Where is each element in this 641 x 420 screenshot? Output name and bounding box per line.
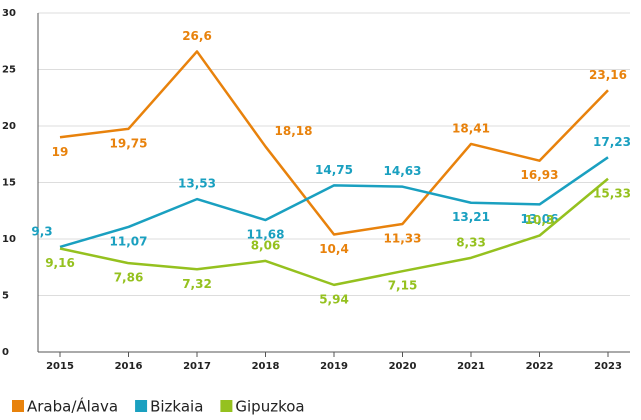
value-label: 14,63 — [384, 164, 422, 178]
x-tick-label: 2023 — [594, 361, 622, 372]
value-label: 8,06 — [251, 238, 281, 252]
value-label: 19 — [52, 145, 69, 159]
value-label: 15,33 — [593, 186, 631, 200]
x-tick-label: 2021 — [457, 361, 485, 372]
y-tick-label: 10 — [2, 234, 16, 245]
legend-swatch — [135, 400, 148, 412]
line — [59, 177, 609, 287]
line — [59, 156, 609, 249]
y-tick-label: 15 — [2, 178, 16, 189]
value-label: 11,33 — [384, 231, 422, 245]
value-label: 18,18 — [275, 124, 313, 138]
x-tick-label: 2016 — [115, 361, 143, 372]
x-tick-label: 2015 — [46, 361, 74, 372]
y-tick-label: 0 — [2, 347, 9, 358]
y-tick-label: 25 — [2, 65, 16, 76]
value-label: 5,94 — [319, 292, 349, 306]
y-tick-label: 5 — [2, 291, 9, 302]
x-tick-label: 2018 — [252, 361, 280, 372]
line — [59, 50, 609, 236]
value-label: 23,16 — [589, 68, 627, 82]
value-label: 17,23 — [593, 135, 631, 149]
y-tick-label: 30 — [2, 8, 16, 19]
value-label: 18,41 — [452, 121, 490, 135]
value-label: 13,06 — [521, 212, 559, 226]
value-label: 9,16 — [45, 256, 75, 270]
legend-label: Gipuzkoa — [235, 398, 304, 416]
value-label: 8,33 — [456, 235, 486, 249]
legend-label: Bizkaia — [150, 398, 203, 416]
x-tick-label: 2020 — [389, 361, 417, 372]
value-label: 11,68 — [247, 228, 285, 242]
legend-swatch — [12, 400, 24, 412]
legend-label: Araba/Álava — [27, 397, 118, 416]
y-tick-label: 20 — [2, 121, 16, 132]
value-label: 7,86 — [114, 271, 144, 285]
x-tick-label: 2017 — [183, 361, 211, 372]
value-label: 7,32 — [182, 277, 212, 291]
value-label: 9,3 — [31, 224, 52, 238]
value-label: 26,6 — [182, 29, 212, 43]
value-label: 10,4 — [319, 242, 349, 256]
value-label: 13,21 — [452, 210, 490, 224]
value-label: 19,75 — [110, 136, 148, 150]
x-tick-label: 2022 — [526, 361, 554, 372]
legend-swatch — [220, 400, 233, 412]
value-label: 11,07 — [110, 234, 148, 248]
value-label: 13,53 — [178, 177, 216, 191]
value-label: 14,75 — [315, 163, 353, 177]
value-label: 7,15 — [388, 279, 418, 293]
value-label: 16,93 — [521, 168, 559, 182]
value-label: 10,3 — [525, 213, 555, 227]
x-tick-label: 2019 — [320, 361, 348, 372]
